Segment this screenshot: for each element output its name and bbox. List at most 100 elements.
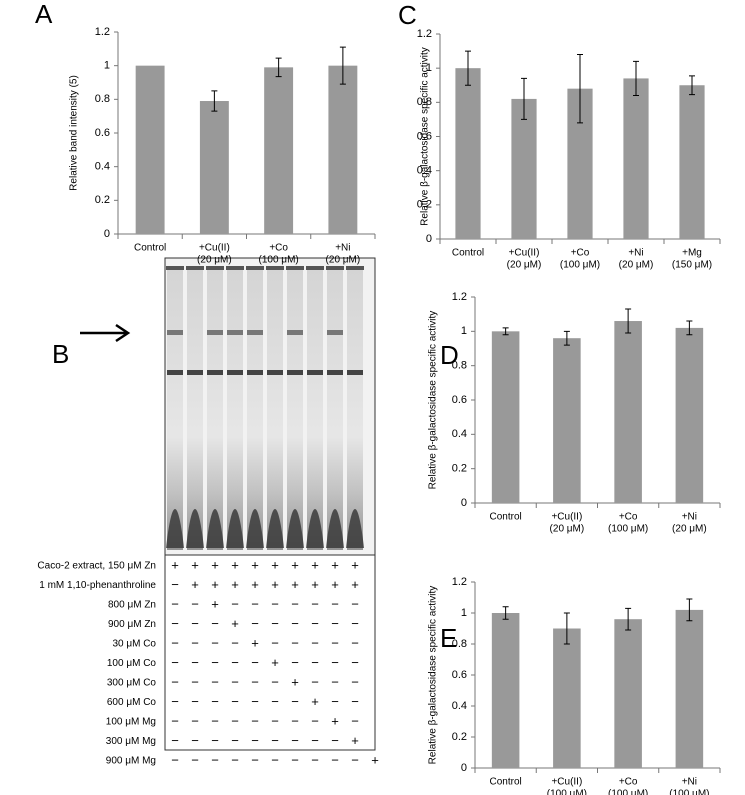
x-tick-label: +Co: [269, 243, 288, 254]
table-cell: −: [191, 596, 199, 611]
table-cell: −: [271, 596, 279, 611]
error-bar-line: [625, 607, 632, 631]
y-tick-label: 1.2: [417, 28, 432, 40]
table-cell: −: [171, 713, 179, 728]
error-bar-line: [339, 46, 346, 85]
table-cell: −: [171, 655, 179, 670]
gel-band: [227, 370, 243, 375]
table-cell: −: [351, 655, 359, 670]
table-cell: −: [271, 694, 279, 709]
y-tick-label: 0.6: [452, 669, 467, 681]
gel-band: [266, 266, 284, 270]
gel-band: [206, 266, 224, 270]
table-cell: −: [171, 616, 179, 631]
table-cell: −: [211, 733, 219, 748]
error-bar-line: [577, 54, 583, 124]
bar: [675, 609, 704, 768]
gel-lane: [307, 266, 323, 550]
table-cell: −: [311, 752, 319, 767]
bar: [614, 321, 642, 503]
y-tick-label: 0.8: [417, 96, 432, 108]
table-cell: −: [251, 733, 259, 748]
bar: [679, 85, 705, 239]
y-tick-label: 0.4: [95, 161, 110, 173]
bar: [328, 65, 358, 235]
table-cell: −: [231, 655, 239, 670]
gel-lane: [267, 266, 283, 550]
x-tick-label: +Co: [619, 512, 638, 523]
gel-smear: [206, 509, 224, 548]
table-cell: −: [251, 752, 259, 767]
error-bar: [689, 75, 695, 96]
table-cell: +: [371, 752, 379, 767]
table-cell: −: [191, 694, 199, 709]
gel-band: [247, 370, 263, 375]
table-cell: −: [351, 713, 359, 728]
table-cell: −: [251, 674, 259, 689]
gel-band: [327, 330, 343, 335]
table-cell: −: [191, 713, 199, 728]
gel-band: [187, 370, 203, 375]
table-cell: +: [231, 557, 239, 572]
table-cell: −: [191, 752, 199, 767]
error-bar-line: [686, 320, 693, 336]
table-cell: +: [271, 655, 279, 670]
table-cell: −: [231, 635, 239, 650]
gel-band: [207, 370, 223, 375]
table-cell: +: [291, 674, 299, 689]
error-bar: [521, 77, 527, 120]
error-bar-line: [686, 598, 693, 622]
table-cell: −: [271, 674, 279, 689]
table-cell: −: [331, 733, 339, 748]
error-bar-line: [563, 330, 570, 346]
bar: [553, 628, 581, 768]
bar: [553, 338, 581, 503]
y-axis-label: Relative β-galactosidase specific activi…: [428, 311, 439, 490]
table-cell: +: [331, 577, 339, 592]
table-cell: −: [231, 694, 239, 709]
y-tick-label: 0: [461, 762, 467, 774]
table-cell: −: [271, 616, 279, 631]
table-cell: +: [191, 577, 199, 592]
x-tick-label: +Co: [571, 248, 590, 259]
table-cell: −: [331, 596, 339, 611]
y-tick-label: 0.4: [452, 700, 467, 712]
row-label: Caco-2 extract, 150 μM Zn: [37, 561, 156, 572]
bar: [491, 613, 520, 768]
table-cell: +: [271, 577, 279, 592]
table-cell: −: [171, 674, 179, 689]
table-cell: −: [351, 596, 359, 611]
y-tick-label: 1: [426, 62, 432, 74]
gel-lane: [327, 266, 343, 550]
gel-smear: [266, 509, 284, 548]
bar: [135, 65, 165, 235]
x-tick-label: +Ni: [335, 243, 350, 254]
table-cell: −: [191, 674, 199, 689]
gel-smear: [226, 509, 244, 548]
gel-lane: [207, 266, 223, 550]
bar: [264, 67, 294, 234]
table-cell: −: [311, 713, 319, 728]
error-bar: [577, 54, 583, 124]
table-cell: +: [351, 577, 359, 592]
x-tick-label: (100 μM): [560, 260, 600, 271]
table-cell: −: [231, 713, 239, 728]
error-bar: [686, 320, 693, 336]
row-label: 300 μM Mg: [106, 736, 156, 747]
table-cell: −: [291, 694, 299, 709]
bar: [491, 331, 520, 503]
x-tick-label: (20 μM): [197, 255, 232, 266]
table-cell: +: [191, 557, 199, 572]
error-bar: [625, 308, 632, 334]
error-bar: [211, 90, 218, 112]
gel-band: [167, 330, 183, 335]
y-tick-label: 0.4: [417, 165, 432, 177]
table-cell: +: [331, 713, 339, 728]
table-cell: −: [211, 752, 219, 767]
table-cell: −: [251, 616, 259, 631]
y-axis-label: Relative β-galactosidase specific activi…: [420, 47, 431, 226]
x-tick-label: +Cu(II): [551, 512, 582, 523]
gel-band: [167, 370, 183, 375]
y-tick-label: 1: [461, 325, 467, 337]
